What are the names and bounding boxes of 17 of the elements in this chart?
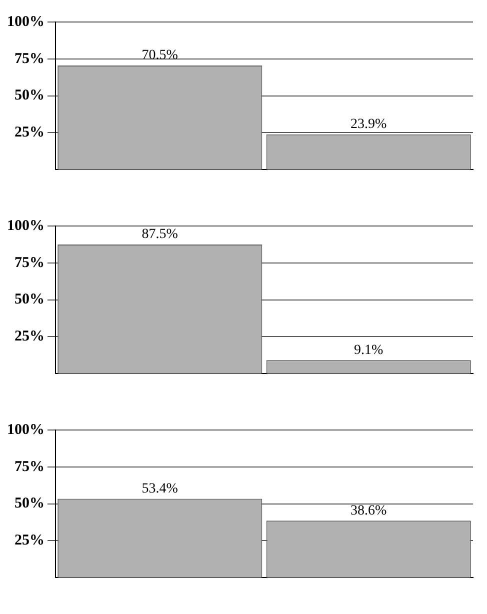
y-tick-label: 50% (14, 292, 44, 308)
data-label: 38.6% (350, 503, 388, 518)
y-tick-label: 25% (14, 124, 44, 141)
data-label: 23.9% (350, 116, 388, 132)
y-tick-label: 50% (14, 88, 44, 104)
y-tick-label: 25% (14, 532, 44, 549)
y-tick-label: 100% (7, 422, 44, 438)
y-tick-label: 100% (7, 218, 44, 234)
y-tick-label: 75% (14, 50, 44, 67)
y-tick-label: 75% (14, 458, 44, 475)
data-label: 87.5% (142, 227, 178, 242)
y-tick-label: 100% (7, 14, 44, 30)
data-label: 53.4% (142, 481, 178, 496)
y-tick-label: 50% (14, 496, 44, 512)
y-tick-label: 75% (14, 254, 44, 271)
data-label: 9.1% (354, 342, 384, 358)
y-tick-label: 25% (14, 328, 44, 345)
